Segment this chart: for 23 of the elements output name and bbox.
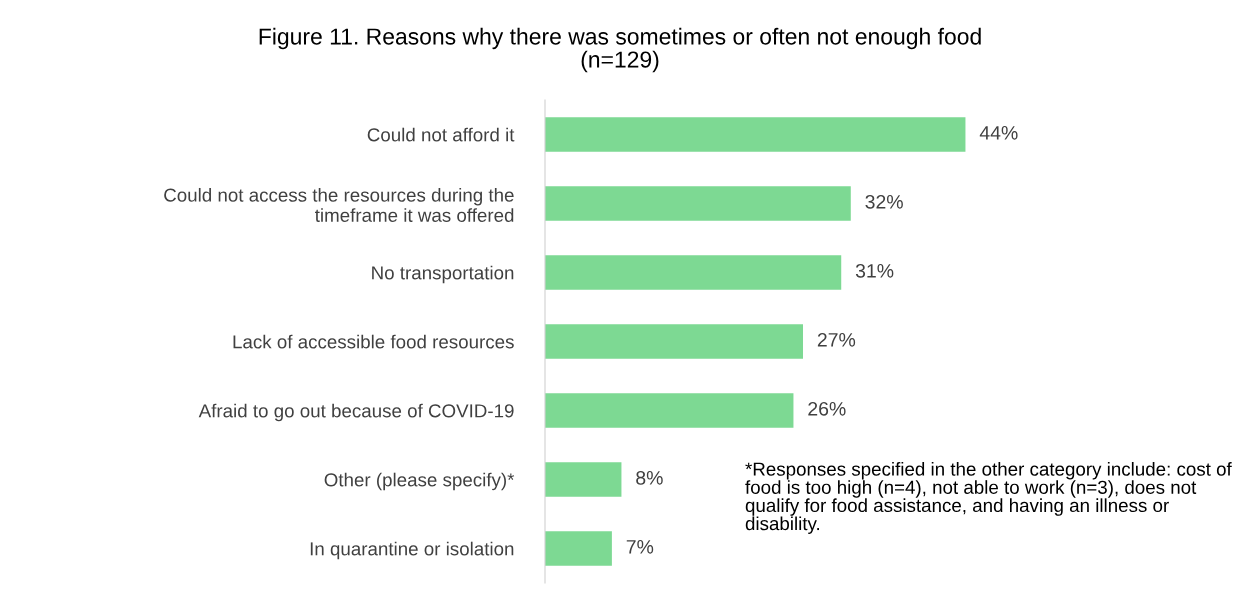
bar xyxy=(545,462,622,497)
bar xyxy=(545,531,612,566)
data-label: 8% xyxy=(636,470,663,485)
data-label: 32% xyxy=(865,194,903,209)
data-label: 26% xyxy=(808,401,846,416)
y-tick-label: In quarantine or isolation xyxy=(310,541,514,560)
annotation: *Responses specified in the other category include: cost of food is too high (n=4), not able to work (n=3), does not qualify for food assistance, and having an illness or disability. xyxy=(745,462,1232,534)
chart-title: Figure 11. Reasons why there was sometimes or often not enough food (n=129) xyxy=(259,27,981,73)
bar xyxy=(545,117,966,152)
y-tick-label: Could not afford it xyxy=(367,127,515,142)
data-label: 31% xyxy=(855,263,894,278)
bar xyxy=(545,255,842,290)
y-tick-label: Lack of accessible food resources xyxy=(233,334,514,349)
data-label: 44% xyxy=(979,126,1018,140)
y-tick-label: Other (please specify)* xyxy=(324,472,515,491)
bar xyxy=(545,393,794,428)
y-tick-label: No transportation xyxy=(372,265,514,284)
y-tick-label: Could not access the resources during the timeframe it was offered xyxy=(164,187,514,222)
data-label: 27% xyxy=(817,332,856,347)
data-label: 7% xyxy=(626,540,654,554)
bar xyxy=(545,186,851,221)
bar xyxy=(545,324,804,359)
y-tick-label: Afraid to go out because of COVID-19 xyxy=(198,403,514,422)
